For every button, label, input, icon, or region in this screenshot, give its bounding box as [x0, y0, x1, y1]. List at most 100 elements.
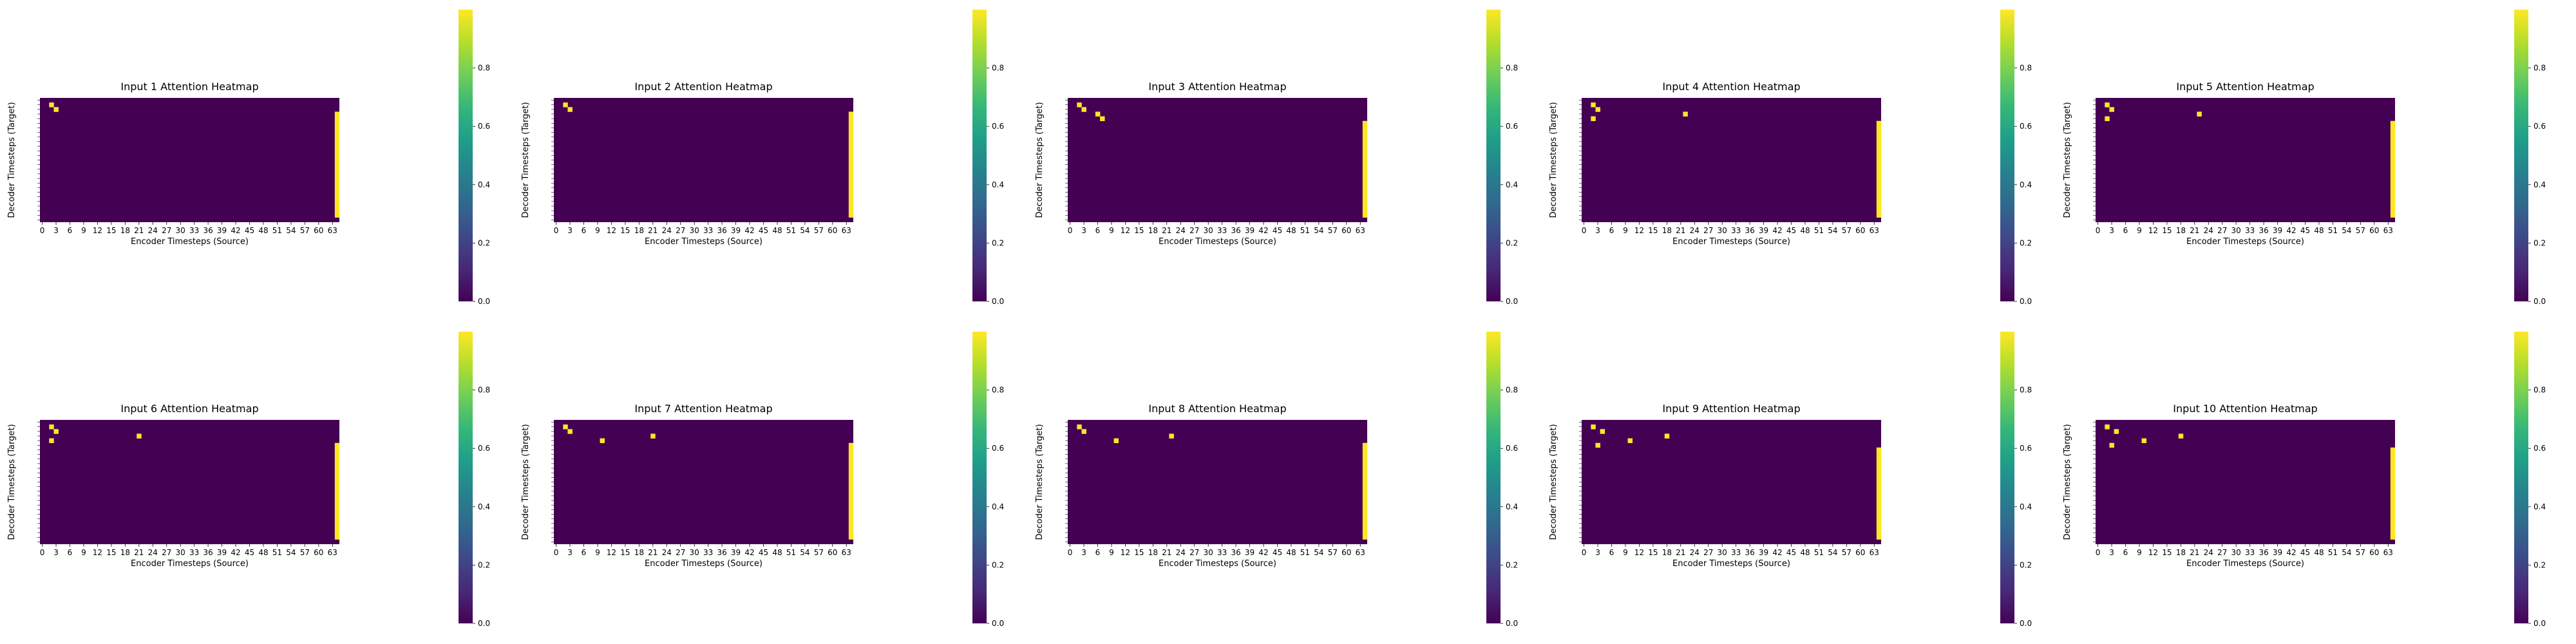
x-tick-label: 57 [300, 548, 310, 557]
heatmap-cell [1100, 116, 1105, 122]
x-axis-label: Encoder Timesteps (Source) [131, 559, 249, 569]
colorbar-tick-label: 0.8 [2533, 386, 2546, 395]
colorbar-tick-label: 0.8 [2020, 64, 2032, 73]
x-tick-label: 33 [1217, 226, 1227, 235]
colorbar-tick-label: 0.8 [478, 386, 490, 395]
x-tick-label: 6 [1609, 226, 1615, 235]
x-tick-label: 63 [842, 226, 851, 235]
colorbar-tick-label: 0.8 [2533, 64, 2546, 73]
colorbar-tick-label: 0.6 [478, 122, 490, 131]
x-tick-label: 33 [1731, 548, 1741, 557]
y-axis-label: Decoder Timesteps (Target) [1035, 424, 1045, 540]
colorbar-tick-label: 0.6 [2533, 444, 2546, 453]
colorbar-tick-label: 0.4 [478, 502, 490, 511]
x-tick-label: 63 [842, 548, 851, 557]
x-tick-label: 63 [328, 226, 337, 235]
heatmap-cell [1591, 116, 1596, 122]
heatmap-cell [1591, 424, 1596, 430]
heatmap-cell-band [2390, 452, 2396, 540]
x-tick-label: 42 [231, 548, 240, 557]
heatmap-cell [1077, 424, 1082, 430]
x-tick-label: 33 [703, 548, 713, 557]
chart-title: Input 10 Attention Heatmap [2173, 402, 2317, 415]
x-tick-label: 15 [1648, 548, 1658, 557]
x-tick-label: 3 [1081, 226, 1086, 235]
x-tick-label: 12 [2148, 548, 2158, 557]
heatmap-panel: Input 4 Attention Heatmap 0 3 6 9 12 15 18 21 24 2… [1542, 0, 2044, 309]
chart-title: Input 1 Attention Heatmap [120, 80, 258, 93]
x-tick-label: 36 [717, 226, 726, 235]
colorbar-tick-label: 0.2 [1506, 238, 1518, 247]
colorbar-tick-label: 0.4 [992, 502, 1004, 511]
colorbar-tick-label: 0.2 [992, 560, 1004, 569]
x-tick-label: 39 [1245, 548, 1255, 557]
heatmap-cell [2197, 111, 2202, 117]
chart-title: Input 5 Attention Heatmap [2176, 80, 2314, 93]
x-tick-label: 60 [828, 226, 837, 235]
x-tick-label: 24 [1690, 226, 1700, 235]
x-tick-label: 60 [1855, 548, 1865, 557]
x-tick-label: 39 [731, 226, 741, 235]
x-tick-label: 9 [1109, 548, 1114, 557]
colorbar [972, 10, 987, 301]
x-axis-label: Encoder Timesteps (Source) [1159, 237, 1276, 247]
x-tick-label: 24 [148, 548, 158, 557]
heatmap-panel: Input 8 Attention Heatmap 0 3 6 9 12 15 18 21 24 2… [1028, 322, 1530, 631]
x-tick-label: 6 [2123, 548, 2128, 557]
x-tick-label: 60 [1855, 226, 1865, 235]
x-tick-label: 9 [595, 226, 600, 235]
heatmap-cell-band [1362, 125, 1368, 218]
heatmap-cell [137, 433, 142, 439]
heatmap-cell [49, 102, 54, 108]
x-tick-label: 57 [814, 226, 824, 235]
x-tick-label: 24 [2204, 548, 2213, 557]
heatmap-cell [848, 111, 854, 117]
x-tick-label: 12 [2148, 226, 2158, 235]
heatmap-cell-band [1362, 447, 1368, 540]
heatmap-cell [2114, 429, 2119, 434]
x-tick-label: 9 [81, 548, 86, 557]
colorbar-tick-label: 0.2 [2533, 560, 2546, 569]
x-tick-label: 45 [1273, 226, 1282, 235]
x-tick-label: 51 [786, 548, 796, 557]
x-tick-label: 33 [1731, 226, 1741, 235]
colorbar-tick-label: 0.2 [2020, 560, 2032, 569]
x-tick-label: 57 [1842, 548, 1852, 557]
x-tick-label: 60 [314, 226, 323, 235]
x-tick-label: 48 [1800, 226, 1810, 235]
heatmap-cell-band [848, 447, 854, 540]
colorbar-tick-label: 0.0 [2020, 297, 2032, 306]
x-tick-label: 54 [1314, 548, 1323, 557]
x-tick-label: 27 [2217, 548, 2227, 557]
x-tick-label: 18 [1662, 548, 1672, 557]
x-tick-label: 3 [53, 548, 59, 557]
x-tick-label: 6 [1095, 548, 1101, 557]
heatmap-cell [1169, 433, 1174, 439]
x-tick-label: 57 [2356, 548, 2365, 557]
x-tick-label: 21 [134, 548, 144, 557]
x-tick-label: 42 [1772, 548, 1782, 557]
x-tick-label: 60 [2369, 226, 2379, 235]
colorbar-tick-label: 0.4 [992, 180, 1004, 189]
x-tick-label: 48 [258, 548, 268, 557]
x-tick-label: 45 [2300, 548, 2310, 557]
x-tick-label: 36 [203, 548, 213, 557]
chart-title: Input 3 Attention Heatmap [1148, 80, 1286, 93]
x-tick-label: 3 [1595, 548, 1600, 557]
colorbar-tick-label: 0.2 [478, 238, 490, 247]
heatmap-cell [1876, 447, 1882, 453]
colorbar-tick-label: 0.2 [992, 238, 1004, 247]
y-axis-label: Decoder Timesteps (Target) [2063, 102, 2072, 218]
x-axis-label: Encoder Timesteps (Source) [1672, 559, 1790, 569]
x-tick-label: 63 [328, 548, 337, 557]
heatmap-cell [1081, 429, 1086, 434]
x-tick-label: 12 [1634, 226, 1644, 235]
x-axis-label: Encoder Timesteps (Source) [2186, 559, 2304, 569]
x-tick-label: 6 [1095, 226, 1101, 235]
x-tick-label: 36 [2259, 548, 2268, 557]
x-tick-label: 51 [1814, 226, 1824, 235]
x-tick-label: 57 [300, 226, 310, 235]
